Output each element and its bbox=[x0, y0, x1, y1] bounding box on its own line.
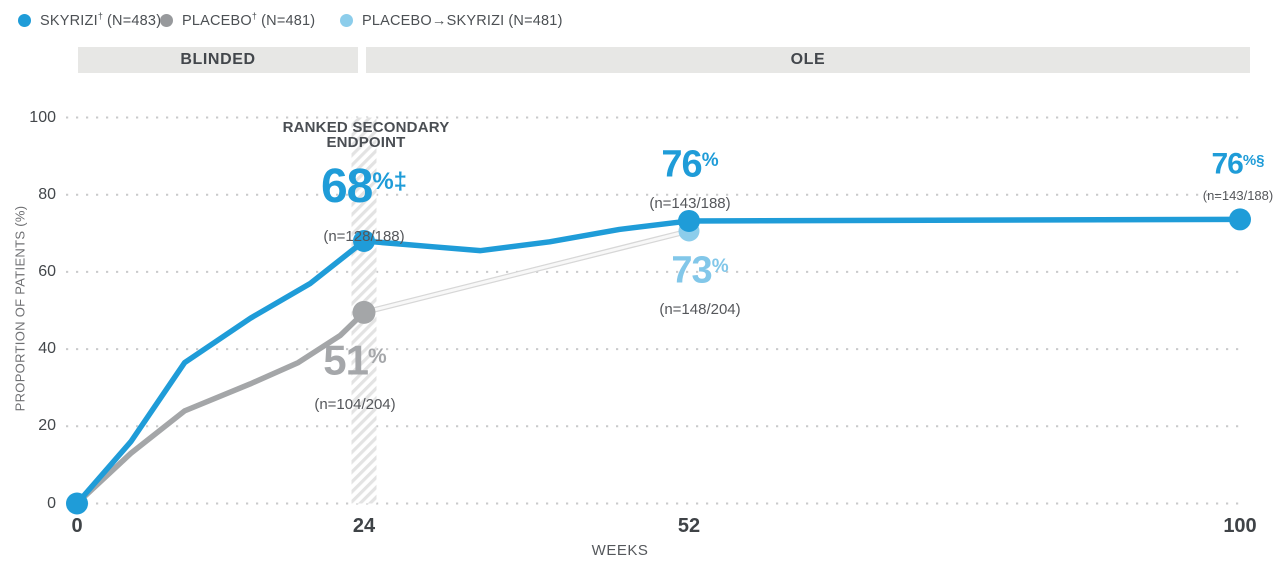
y-tick-80: 80 bbox=[38, 185, 56, 203]
dagger-icon: † bbox=[251, 11, 258, 22]
placebo-marker bbox=[352, 300, 376, 324]
annotation-week24-skyrizi: 68%‡ (n=128/188) bbox=[264, 158, 464, 261]
y-tick-20: 20 bbox=[38, 417, 56, 435]
skyrizi-marker bbox=[353, 230, 375, 253]
y-tick-60: 60 bbox=[38, 262, 56, 280]
legend-n-placebo: (N=481) bbox=[261, 12, 316, 29]
dagger-icon: † bbox=[97, 11, 104, 22]
annotation-week52-placebo-to-skyrizi: 73% (n=148/204) bbox=[600, 248, 800, 329]
placebo-dot-icon bbox=[160, 13, 173, 27]
skyrizi-marker bbox=[66, 492, 88, 515]
x-tick-100: 100 bbox=[1223, 515, 1257, 537]
placebo-to-skyrizi-line-core bbox=[363, 229, 690, 314]
x-tick-52: 52 bbox=[677, 515, 701, 537]
annotation-week24-placebo: 51% (n=104/204) bbox=[255, 336, 455, 426]
x-tick-0: 0 bbox=[71, 515, 83, 537]
annotation-week52-skyrizi-n: (n=143/188) bbox=[649, 195, 731, 213]
legend-item-placebo-to-skyrizi: PLACEBO→SKYRIZI (N=481) bbox=[340, 11, 563, 29]
skyrizi-line bbox=[74, 216, 1243, 507]
ranked-secondary-endpoint-label: RANKED SECONDARY ENDPOINT bbox=[282, 119, 450, 151]
placebo-line bbox=[75, 310, 366, 506]
legend-item-skyrizi: SKYRIZI† (N=483) bbox=[18, 11, 161, 29]
legend-item-placebo: PLACEBO† (N=481) bbox=[160, 11, 315, 29]
y-axis-title: PROPORTION OF PATIENTS (%) bbox=[12, 205, 28, 412]
legend-label-skyrizi: SKYRIZI bbox=[40, 12, 98, 29]
legend-n-skyrizi: (N=483) bbox=[107, 12, 162, 29]
legend-n-placebo-to-skyrizi: (N=481) bbox=[508, 12, 563, 29]
annotation-week24-placebo-n: (n=104/204) bbox=[314, 395, 396, 413]
annotation-week52-skyrizi: 76% (n=143/188) bbox=[590, 142, 790, 223]
phase-bar-ole: OLE bbox=[366, 47, 1250, 73]
legend-label-placebo-to-skyrizi: PLACEBO→SKYRIZI bbox=[362, 12, 505, 29]
phase-bar-blinded: BLINDED bbox=[78, 47, 358, 73]
x-axis-title: WEEKS bbox=[591, 542, 649, 559]
skyrizi-marker bbox=[1229, 208, 1251, 231]
y-tick-0: 0 bbox=[47, 494, 56, 512]
annotation-week100-skyrizi-n: (n=143/188) bbox=[1202, 188, 1274, 204]
annotation-week52-placebo-to-skyrizi-n: (n=148/204) bbox=[659, 301, 741, 319]
skyrizi-marker bbox=[678, 209, 700, 232]
skyrizi-dot-icon bbox=[18, 13, 31, 27]
x-tick-24: 24 bbox=[352, 515, 376, 537]
annotation-week24-skyrizi-n: (n=128/188) bbox=[323, 228, 405, 246]
y-tick-100: 100 bbox=[29, 108, 56, 126]
placebo-to-skyrizi-dot-icon bbox=[340, 13, 353, 27]
annotation-week100-skyrizi: 76%§ (n=143/188) bbox=[1193, 146, 1280, 211]
y-tick-40: 40 bbox=[38, 340, 56, 358]
legend-label-placebo: PLACEBO bbox=[182, 12, 252, 29]
